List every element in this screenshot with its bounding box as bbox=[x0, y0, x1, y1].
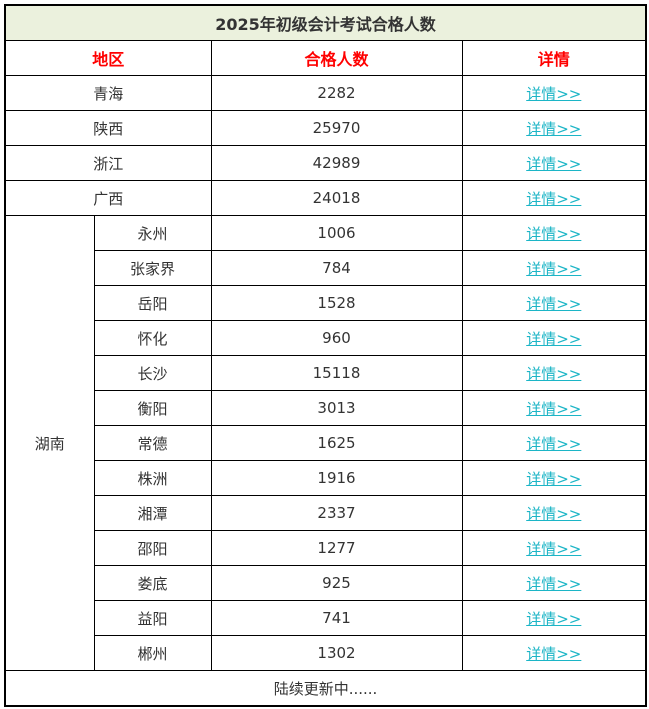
city-cell: 衡阳 bbox=[93, 390, 212, 426]
province-cell: 湖南 bbox=[4, 215, 95, 671]
detail-cell: 详情>> bbox=[461, 565, 647, 601]
count-cell: 42989 bbox=[210, 145, 463, 181]
detail-link[interactable]: 详情>> bbox=[526, 574, 582, 593]
detail-cell: 详情>> bbox=[461, 285, 647, 321]
region-cell: 陕西 bbox=[4, 110, 212, 146]
table-row: 郴州 1302 详情>> bbox=[5, 635, 647, 671]
city-cell: 常德 bbox=[93, 425, 212, 461]
count-cell: 24018 bbox=[210, 180, 463, 216]
table-row: 湖南 永州 1006 详情>> bbox=[4, 215, 647, 671]
count-cell: 2337 bbox=[210, 495, 463, 531]
count-cell: 2282 bbox=[210, 75, 463, 111]
city-cell: 湘潭 bbox=[93, 495, 212, 531]
table-row: 常德 1625 详情>> bbox=[5, 425, 647, 461]
count-cell: 1625 bbox=[210, 425, 463, 461]
city-cell: 张家界 bbox=[93, 250, 212, 286]
detail-cell: 详情>> bbox=[461, 460, 647, 496]
footer-row: 陆续更新中...... bbox=[4, 670, 647, 707]
city-cell: 娄底 bbox=[93, 565, 212, 601]
header-count: 合格人数 bbox=[210, 40, 463, 76]
detail-cell: 详情>> bbox=[461, 355, 647, 391]
count-cell: 741 bbox=[210, 600, 463, 636]
detail-link[interactable]: 详情>> bbox=[526, 84, 582, 103]
detail-cell: 详情>> bbox=[461, 530, 647, 566]
count-cell: 784 bbox=[210, 250, 463, 286]
footer-note: 陆续更新中...... bbox=[4, 670, 647, 707]
city-cell: 株洲 bbox=[93, 460, 212, 496]
pass-count-table: 2025年初级会计考试合格人数 地区 合格人数 详情 青海 2282 详情>> 陕… bbox=[4, 4, 648, 707]
table-row: 邵阳 1277 详情>> bbox=[5, 530, 647, 566]
detail-cell: 详情>> bbox=[461, 250, 647, 286]
table-row: 浙江 42989 详情>> bbox=[4, 145, 647, 181]
detail-link[interactable]: 详情>> bbox=[526, 154, 582, 173]
detail-link[interactable]: 详情>> bbox=[526, 364, 582, 383]
header-row: 地区 合格人数 详情 bbox=[4, 40, 647, 76]
header-detail: 详情 bbox=[461, 40, 647, 76]
region-cell: 广西 bbox=[4, 180, 212, 216]
table-row: 娄底 925 详情>> bbox=[5, 565, 647, 601]
table-title: 2025年初级会计考试合格人数 bbox=[4, 4, 647, 41]
region-cell: 浙江 bbox=[4, 145, 212, 181]
detail-link[interactable]: 详情>> bbox=[526, 189, 582, 208]
title-row: 2025年初级会计考试合格人数 bbox=[4, 4, 647, 41]
table-row: 湘潭 2337 详情>> bbox=[5, 495, 647, 531]
detail-cell: 详情>> bbox=[461, 320, 647, 356]
detail-link[interactable]: 详情>> bbox=[526, 119, 582, 138]
detail-cell: 详情>> bbox=[461, 495, 647, 531]
detail-link[interactable]: 详情>> bbox=[526, 399, 582, 418]
detail-link[interactable]: 详情>> bbox=[526, 329, 582, 348]
detail-cell: 详情>> bbox=[461, 75, 647, 111]
count-cell: 1277 bbox=[210, 530, 463, 566]
table-row: 益阳 741 详情>> bbox=[5, 600, 647, 636]
table-row: 岳阳 1528 详情>> bbox=[5, 285, 647, 321]
count-cell: 1006 bbox=[210, 215, 463, 251]
count-cell: 15118 bbox=[210, 355, 463, 391]
detail-cell: 详情>> bbox=[461, 215, 647, 251]
count-cell: 960 bbox=[210, 320, 463, 356]
count-cell: 25970 bbox=[210, 110, 463, 146]
detail-link[interactable]: 详情>> bbox=[526, 294, 582, 313]
detail-cell: 详情>> bbox=[461, 145, 647, 181]
count-cell: 3013 bbox=[210, 390, 463, 426]
city-cell: 邵阳 bbox=[93, 530, 212, 566]
table-row: 青海 2282 详情>> bbox=[4, 75, 647, 111]
count-cell: 1916 bbox=[210, 460, 463, 496]
count-cell: 1528 bbox=[210, 285, 463, 321]
table-row: 株洲 1916 详情>> bbox=[5, 460, 647, 496]
city-cell: 永州 bbox=[93, 215, 212, 251]
detail-cell: 详情>> bbox=[461, 180, 647, 216]
table-row: 长沙 15118 详情>> bbox=[5, 355, 647, 391]
region-cell: 青海 bbox=[4, 75, 212, 111]
detail-cell: 详情>> bbox=[461, 110, 647, 146]
detail-link[interactable]: 详情>> bbox=[526, 434, 582, 453]
table-row: 怀化 960 详情>> bbox=[5, 320, 647, 356]
city-cell: 怀化 bbox=[93, 320, 212, 356]
detail-link[interactable]: 详情>> bbox=[526, 224, 582, 243]
detail-link[interactable]: 详情>> bbox=[526, 539, 582, 558]
table-row: 广西 24018 详情>> bbox=[4, 180, 647, 216]
detail-link[interactable]: 详情>> bbox=[526, 469, 582, 488]
table-row: 衡阳 3013 详情>> bbox=[5, 390, 647, 426]
detail-cell: 详情>> bbox=[461, 600, 647, 636]
detail-link[interactable]: 详情>> bbox=[526, 644, 582, 663]
detail-link[interactable]: 详情>> bbox=[526, 259, 582, 278]
detail-cell: 详情>> bbox=[461, 425, 647, 461]
detail-cell: 详情>> bbox=[461, 635, 647, 671]
count-cell: 1302 bbox=[210, 635, 463, 671]
detail-link[interactable]: 详情>> bbox=[526, 504, 582, 523]
city-cell: 郴州 bbox=[93, 635, 212, 671]
city-cell: 长沙 bbox=[93, 355, 212, 391]
detail-cell: 详情>> bbox=[461, 390, 647, 426]
city-cell: 益阳 bbox=[93, 600, 212, 636]
detail-link[interactable]: 详情>> bbox=[526, 609, 582, 628]
header-region: 地区 bbox=[4, 40, 212, 76]
count-cell: 925 bbox=[210, 565, 463, 601]
city-cell: 岳阳 bbox=[93, 285, 212, 321]
table-row: 张家界 784 详情>> bbox=[5, 250, 647, 286]
table-row: 陕西 25970 详情>> bbox=[4, 110, 647, 146]
